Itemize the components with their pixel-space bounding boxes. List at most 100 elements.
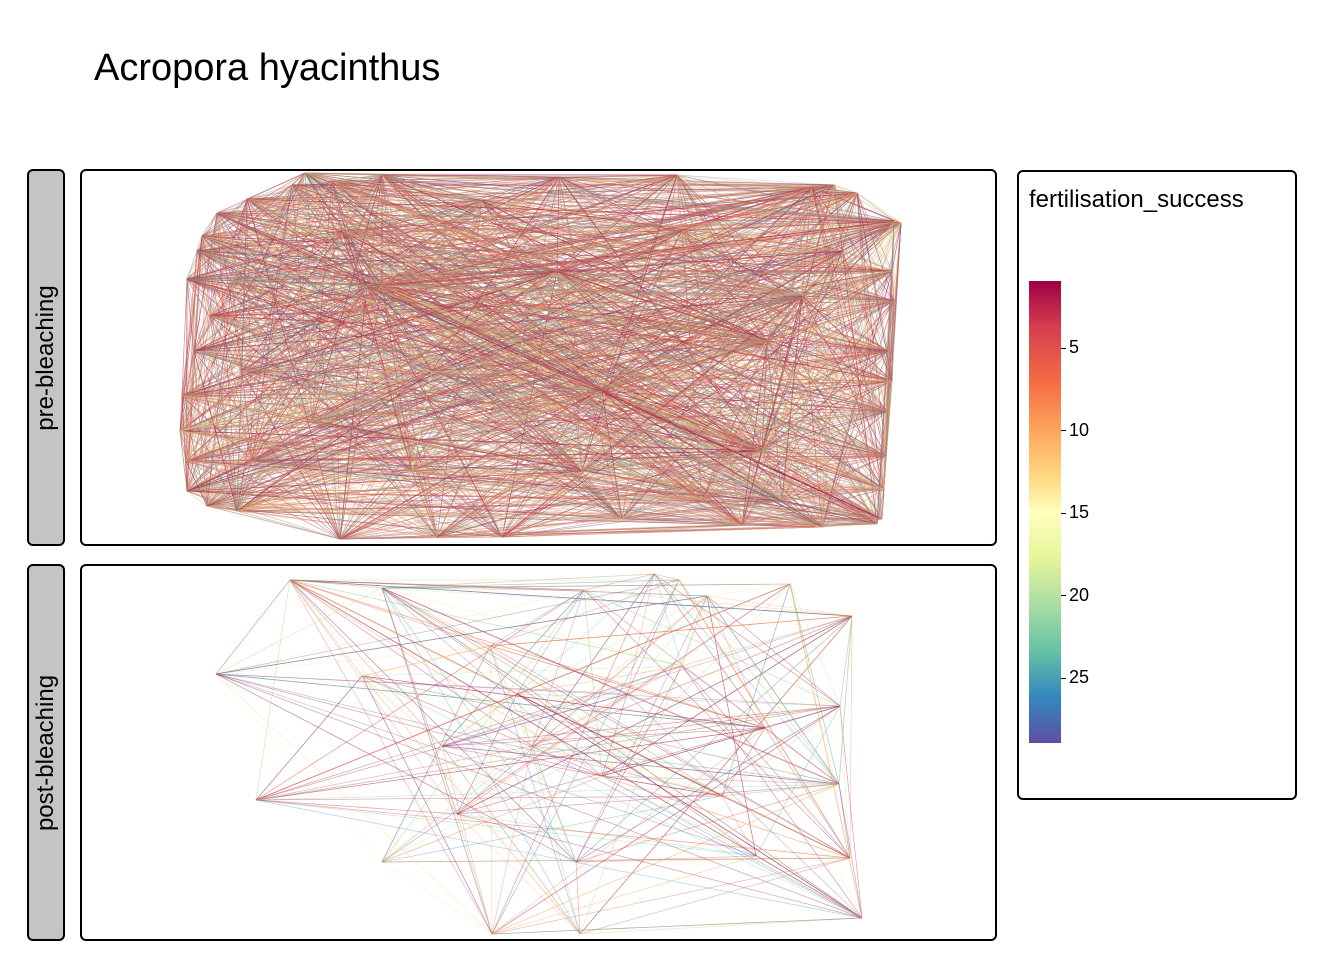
network-edge: [601, 390, 623, 520]
network-edge: [381, 285, 883, 520]
network-edge: [231, 280, 503, 538]
network-edge: [196, 180, 333, 252]
network-edge: [206, 285, 368, 507]
network-edge: [581, 455, 887, 472]
network-edge: [341, 174, 678, 232]
network-edge: [366, 285, 893, 382]
network-edge: [556, 270, 583, 472]
network-edge: [181, 270, 893, 397]
network-edge: [856, 192, 889, 352]
network-edge: [206, 410, 888, 507]
network-edge: [521, 340, 887, 457]
network-edge: [209, 270, 558, 317]
network-edge: [193, 350, 238, 512]
network-edge: [216, 212, 768, 342]
network-edge: [366, 285, 623, 520]
network-edge: [181, 270, 558, 397]
network-edge: [601, 390, 703, 502]
network-edge: [181, 340, 768, 397]
network-edge: [181, 390, 603, 397]
network-edge: [481, 200, 803, 297]
network-edge: [179, 285, 368, 432]
network-edge: [179, 285, 383, 432]
network-edge: [339, 250, 843, 540]
network-edge: [304, 172, 313, 422]
network-edge: [206, 285, 368, 507]
network-edge: [206, 470, 413, 507]
network-edge: [501, 524, 743, 538]
network-edge: [231, 186, 813, 282]
network-edge: [801, 295, 888, 412]
network-edge: [431, 176, 560, 372]
network-edge: [181, 184, 835, 397]
network-edge: [366, 285, 768, 342]
network-edge: [181, 250, 843, 397]
network-edge: [411, 222, 902, 472]
network-edge: [193, 285, 368, 352]
network-edge: [304, 172, 895, 222]
network-edge: [521, 340, 888, 412]
network-edge: [766, 222, 902, 342]
network-edge: [193, 350, 763, 452]
network-edge: [181, 395, 887, 457]
network-edge: [366, 285, 413, 472]
network-edge: [216, 212, 823, 528]
network-edge: [206, 505, 341, 540]
network-edge: [181, 395, 888, 412]
network-edge: [801, 295, 895, 302]
network-edge: [331, 180, 343, 232]
network-edge: [231, 280, 243, 372]
network-edge: [501, 500, 783, 538]
network-edge: [185, 370, 433, 462]
network-edge: [501, 390, 603, 538]
network-edge: [206, 295, 803, 507]
network-edge: [185, 295, 803, 462]
network-edge: [366, 285, 623, 520]
network-edge: [833, 184, 889, 352]
network-edge: [179, 280, 233, 432]
network-edge: [366, 270, 558, 287]
network-edge: [196, 220, 895, 252]
network-edge: [231, 280, 883, 520]
network-edge: [193, 300, 895, 352]
network-edge: [341, 230, 893, 272]
network-edge: [186, 235, 203, 280]
network-edge: [181, 222, 902, 397]
network-edge: [201, 230, 683, 237]
network-edge: [381, 285, 889, 352]
network-edge: [193, 222, 902, 352]
network-edge: [766, 340, 783, 502]
network-edge: [206, 500, 703, 507]
network-edge: [311, 390, 603, 422]
network-edge: [761, 186, 813, 452]
network-edge: [381, 285, 413, 472]
network-edge: [186, 278, 878, 525]
network-edge: [601, 350, 889, 392]
network-edge: [601, 340, 768, 392]
network-edge: [193, 350, 603, 392]
network-edge: [236, 340, 768, 512]
network-edge: [185, 295, 803, 462]
network-edge: [193, 350, 238, 512]
network-edge: [781, 192, 858, 502]
network-edge: [186, 250, 843, 280]
network-edge: [251, 460, 438, 538]
network-edge: [251, 285, 383, 462]
network-edge: [821, 518, 883, 528]
network-edge: [766, 340, 888, 412]
network-edge: [761, 186, 813, 452]
network-edge: [366, 285, 883, 520]
network-edge: [209, 315, 888, 412]
network-edge: [304, 172, 763, 452]
network-edge: [185, 370, 243, 462]
network-edge: [366, 192, 858, 287]
network-edge: [304, 172, 603, 392]
network-edge: [304, 172, 623, 520]
network-edge: [856, 192, 893, 272]
network-edge: [761, 220, 895, 452]
network-edge: [231, 280, 768, 342]
network-edge: [761, 450, 887, 457]
network-edge: [341, 230, 433, 372]
network-edge: [236, 510, 341, 540]
network-edge: [206, 300, 895, 507]
